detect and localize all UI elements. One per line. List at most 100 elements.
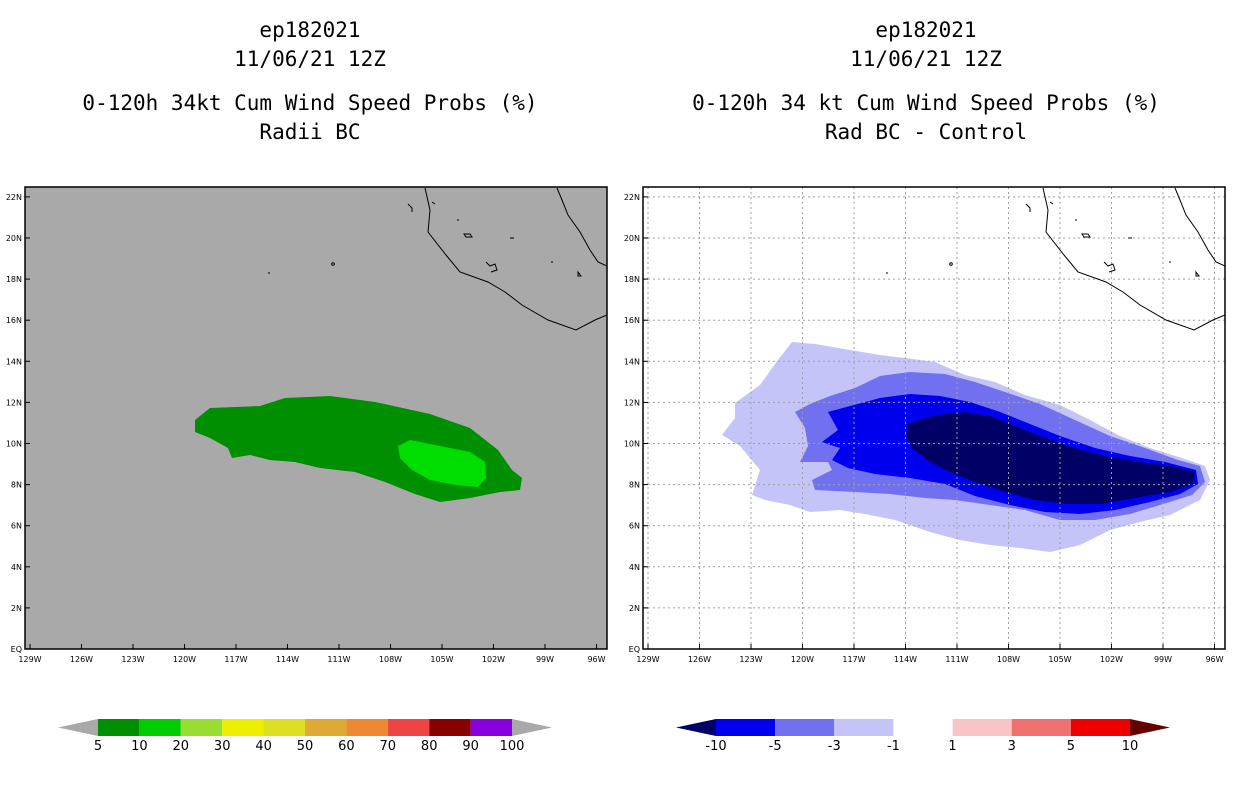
left-lat-label: 10N [6, 440, 22, 449]
left-title: 0-120h 34kt Cum Wind Speed Probs (%) [82, 91, 538, 115]
left-lat-label: EQ [11, 645, 22, 654]
left-cb-box [470, 719, 512, 736]
left-lat-label: 8N [11, 481, 22, 490]
right-cb-label: -3 [828, 739, 841, 754]
left-datetime: 11/06/21 12Z [234, 47, 386, 71]
right-cb-arrow-low [676, 719, 716, 736]
right-cb-label: -5 [769, 739, 782, 754]
left-lat-ticks: EQ 2N 4N 6N 8N 10N 12N 14N 16N 18N 20N 22N [6, 193, 30, 654]
left-cb-label: 5 [94, 739, 102, 754]
left-lon-label: 129W [18, 655, 41, 664]
right-lat-label: 20N [624, 234, 640, 243]
right-map-frame [642, 186, 1226, 650]
right-diff-region-dark [906, 412, 1195, 504]
left-lon-label: 120W [173, 655, 196, 664]
left-lon-label: 123W [121, 655, 144, 664]
left-lat-label: 18N [6, 275, 22, 284]
right-lat-ticks: EQ 2N 4N 6N 8N 10N 12N 14N 16N 18N 20N 22N [624, 193, 648, 654]
left-islands [268, 201, 582, 277]
right-cb-box [952, 719, 1012, 736]
right-lon-label: 123W [739, 655, 762, 664]
right-coastline-baja [1174, 187, 1225, 267]
right-lon-ticks: 129W 126W 123W 120W 117W 114W 111W 108W 105W 102W… [636, 644, 1224, 664]
left-subtitle: Radii BC [259, 120, 361, 144]
right-lat-label: 8N [629, 481, 640, 490]
right-cb-box [834, 719, 894, 736]
left-lon-label: 105W [430, 655, 453, 664]
left-cb-arrow-low [58, 719, 98, 736]
right-datetime: 11/06/21 12Z [850, 47, 1002, 71]
right-subtitle: Rad BC - Control [824, 120, 1028, 144]
left-lon-label: 99W [536, 655, 554, 664]
right-cb-box [716, 719, 776, 736]
left-cb-box [98, 719, 140, 736]
right-cb-label: 1 [948, 739, 956, 754]
right-colorbar: -10 -5 -3 -1 1 3 5 10 [676, 719, 1170, 754]
right-lon-label: 102W [1100, 655, 1123, 664]
left-cb-label: 30 [214, 739, 231, 754]
left-cb-label: 90 [462, 739, 479, 754]
right-cb-label: 5 [1067, 739, 1075, 754]
right-cb-label: -10 [705, 739, 726, 754]
right-cb-box [1011, 719, 1071, 736]
left-cb-box [263, 719, 305, 736]
left-cb-label: 40 [255, 739, 272, 754]
left-cb-arrow-high [512, 719, 552, 736]
left-lat-label: 22N [6, 193, 22, 202]
left-lon-ticks: 129W 126W 123W 120W 117W 114W 111W 108W 105W 102W… [18, 644, 606, 664]
right-coastline [1042, 187, 1225, 331]
right-lon-label: 114W [894, 655, 917, 664]
left-lat-label: 16N [6, 316, 22, 325]
left-lon-label: 102W [482, 655, 505, 664]
left-lat-label: 4N [11, 563, 22, 572]
right-lon-label: 126W [688, 655, 711, 664]
left-lon-label: 117W [224, 655, 247, 664]
left-storm-id: ep182021 [259, 18, 361, 42]
left-cb-box [139, 719, 181, 736]
right-title: 0-120h 34 kt Cum Wind Speed Probs (%) [692, 91, 1160, 115]
left-cb-label: 70 [380, 739, 397, 754]
left-prob-region-10-20 [398, 440, 486, 487]
right-lat-label: 2N [629, 604, 640, 613]
left-cb-box [346, 719, 388, 736]
left-lon-label: 96W [587, 655, 605, 664]
left-cb-label: 60 [338, 739, 355, 754]
left-cb-box [429, 719, 471, 736]
right-lat-label: 14N [624, 357, 640, 366]
right-lat-label: 6N [629, 522, 640, 531]
right-lon-label: 108W [997, 655, 1020, 664]
left-lat-label: 2N [11, 604, 22, 613]
right-lon-label: 99W [1154, 655, 1172, 664]
left-lon-label: 108W [379, 655, 402, 664]
left-coastline-baja [556, 187, 607, 267]
left-cb-label: 100 [500, 739, 525, 754]
left-cb-box [222, 719, 264, 736]
right-gridlines [643, 187, 1225, 649]
right-lat-label: 16N [624, 316, 640, 325]
right-lon-label: 120W [791, 655, 814, 664]
left-cb-label: 20 [173, 739, 190, 754]
right-lat-label: 12N [624, 398, 640, 407]
left-lat-label: 6N [11, 522, 22, 531]
right-lon-label: 117W [842, 655, 865, 664]
right-map: EQ 2N 4N 6N 8N 10N 12N 14N 16N 18N 20N 22N 129W 126W… [624, 186, 1226, 664]
left-cb-label: 80 [421, 739, 438, 754]
right-cb-box [775, 719, 835, 736]
left-coastline [424, 187, 607, 331]
left-lon-label: 114W [276, 655, 299, 664]
right-lat-label: 22N [624, 193, 640, 202]
left-cb-box [387, 719, 430, 736]
right-cb-box [1070, 719, 1130, 736]
right-cb-label: -1 [887, 739, 900, 754]
left-lon-label: 126W [70, 655, 93, 664]
right-lon-label: 111W [945, 655, 968, 664]
left-cb-label: 10 [131, 739, 148, 754]
right-cb-arrow-high [1130, 719, 1170, 736]
right-lat-label: EQ [629, 645, 640, 654]
right-storm-id: ep182021 [875, 18, 977, 42]
right-lon-label: 129W [636, 655, 659, 664]
right-cb-box [893, 719, 953, 736]
right-islands [886, 201, 1200, 277]
right-cb-label: 10 [1122, 739, 1139, 754]
left-map-frame [24, 186, 608, 650]
